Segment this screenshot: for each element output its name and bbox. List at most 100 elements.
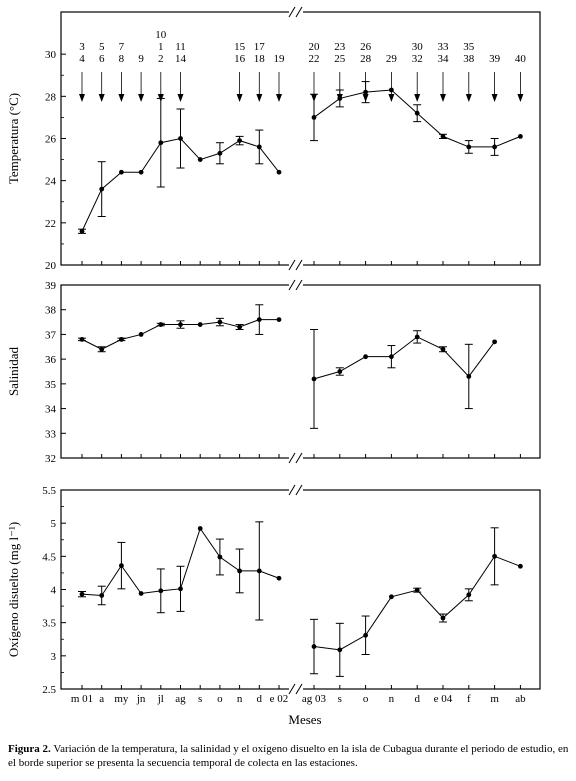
data-point xyxy=(276,169,282,175)
axis-break-mark xyxy=(295,6,303,18)
data-point xyxy=(363,632,368,638)
station-label: 25 xyxy=(334,53,346,65)
y-tick-label: 28 xyxy=(45,91,57,103)
station-label: 14 xyxy=(175,53,187,65)
data-point xyxy=(389,594,394,600)
figure-caption: Figura 2. Variación de la temperatura, l… xyxy=(8,742,570,770)
axis-break-mask-top xyxy=(289,6,303,18)
y-tick-label: 3.5 xyxy=(42,618,56,630)
axis-break-mask-bottom xyxy=(289,452,303,464)
station-label: 39 xyxy=(489,53,501,65)
station-label: 6 xyxy=(99,53,105,65)
data-point xyxy=(492,553,497,559)
data-point xyxy=(414,110,420,116)
station-arrow-head xyxy=(276,94,282,102)
x-tick-label: s xyxy=(338,693,342,705)
station-arrow-head xyxy=(311,94,317,102)
x-tick-label: d xyxy=(257,693,263,705)
data-point xyxy=(256,144,262,150)
data-point xyxy=(158,322,164,327)
y-tick-label: 33 xyxy=(45,428,57,440)
y-tick-label: 3 xyxy=(51,651,57,663)
x-tick-label: my xyxy=(114,693,129,705)
data-point xyxy=(518,563,523,569)
x-tick-label: jl xyxy=(157,693,164,705)
station-label: 30 xyxy=(412,41,424,53)
axis-break-mask-top xyxy=(289,484,303,496)
data-point xyxy=(466,374,472,379)
x-tick-label: m 01 xyxy=(71,693,93,705)
axis-break-mark xyxy=(295,484,303,496)
station-label: 38 xyxy=(463,53,475,65)
series-line xyxy=(313,336,496,380)
data-point xyxy=(99,346,105,352)
y-axis-label: Oxígeno disuelto (mg l⁻¹) xyxy=(6,522,21,657)
y-axis-label: Salinidad xyxy=(6,346,21,396)
axis-break-mark xyxy=(295,279,303,291)
y-tick-label: 5.5 xyxy=(42,485,56,497)
x-tick-label: a xyxy=(99,693,104,705)
station-arrow-head xyxy=(79,94,85,102)
station-arrow-head xyxy=(118,94,125,102)
station-label: 15 xyxy=(234,41,246,53)
station-label: 22 xyxy=(309,53,320,65)
series-line xyxy=(313,555,521,651)
y-tick-label: 2.5 xyxy=(42,684,56,696)
y-tick-label: 26 xyxy=(45,134,57,146)
data-point xyxy=(99,186,105,192)
data-point xyxy=(389,354,394,360)
y-tick-label: 22 xyxy=(45,218,56,230)
station-arrow-head xyxy=(177,94,184,102)
plot-frame xyxy=(60,284,541,459)
station-label: 11 xyxy=(175,41,186,53)
station-label: 33 xyxy=(438,41,450,53)
data-point xyxy=(311,644,317,649)
data-point xyxy=(440,346,446,352)
plot-frame xyxy=(60,489,541,690)
axis-break-mark xyxy=(288,683,296,695)
y-tick-label: 32 xyxy=(45,453,56,465)
station-arrow-head xyxy=(388,94,395,102)
station-arrow-head xyxy=(336,94,343,102)
data-point xyxy=(217,150,223,156)
station-arrow-head xyxy=(256,94,263,102)
oxygen-panel: 2.5 3 3.5 4 4.5 5 5.5 Oxígeno disuelto (mg l⁻¹)… xyxy=(6,484,541,705)
station-label: 16 xyxy=(234,53,246,65)
station-label: 32 xyxy=(412,53,423,65)
y-tick-label: 35 xyxy=(45,379,57,391)
data-point xyxy=(197,157,203,162)
caption-text: Variación de la temperatura, la salinida… xyxy=(8,743,569,769)
axis-break-mark xyxy=(288,452,296,464)
x-tick-label: n xyxy=(237,693,243,705)
station-arrow-head xyxy=(414,94,421,102)
station-label: 2 xyxy=(158,53,164,65)
data-point xyxy=(414,334,420,340)
axis-break-mask-top xyxy=(289,279,303,291)
data-point xyxy=(178,136,183,141)
data-point xyxy=(217,554,223,560)
data-point xyxy=(518,133,523,139)
x-tick-label: ag 03 xyxy=(302,693,327,705)
data-point xyxy=(466,144,472,150)
station-label: 1 xyxy=(158,41,164,53)
station-label: 29 xyxy=(386,53,398,65)
caption-label: Figura 2. xyxy=(8,743,51,755)
data-point xyxy=(138,332,144,337)
y-tick-label: 4.5 xyxy=(42,551,56,563)
axis-break-mask-bottom xyxy=(289,683,303,695)
axis-break-mark xyxy=(288,259,296,271)
data-point xyxy=(119,169,124,175)
data-point xyxy=(138,591,144,596)
station-arrow-head xyxy=(465,94,472,102)
data-point xyxy=(492,339,497,345)
data-point xyxy=(414,587,420,593)
y-axis-label: Temperatura (°C) xyxy=(6,93,21,184)
station-label: 10 xyxy=(155,29,167,41)
data-point xyxy=(276,317,282,322)
station-label: 23 xyxy=(334,41,346,53)
station-label: 5 xyxy=(99,41,105,53)
axis-break-mark xyxy=(295,259,303,271)
data-point xyxy=(237,138,243,144)
station-label: 9 xyxy=(138,53,144,65)
